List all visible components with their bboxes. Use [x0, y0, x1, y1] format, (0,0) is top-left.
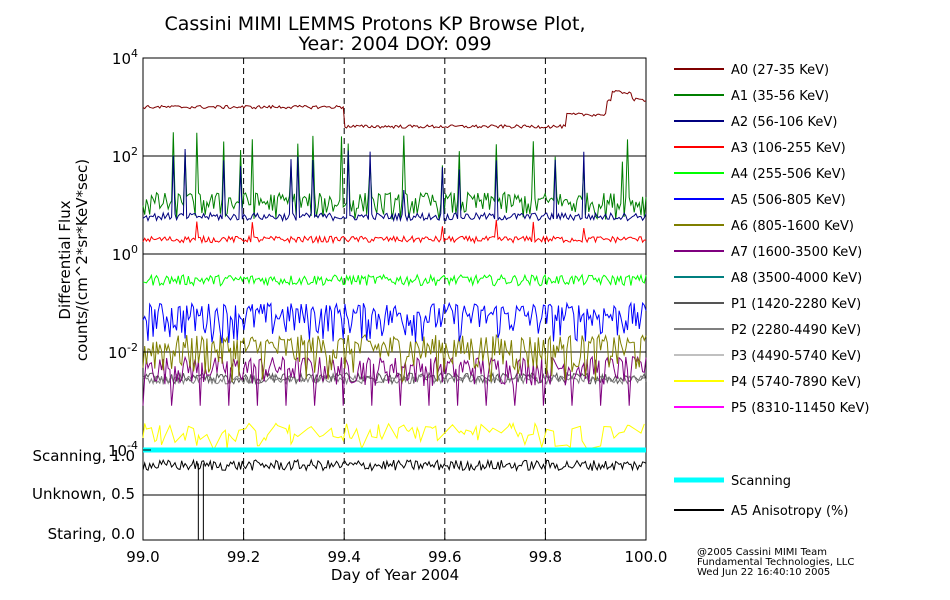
legend-label: A4 (255-506 KeV): [731, 167, 846, 182]
legend-label: A2 (56-106 KeV): [731, 115, 837, 130]
legend-label: P5 (8310-11450 KeV): [731, 401, 869, 416]
series-line-a6: [142, 333, 647, 383]
series-line-a5: [142, 301, 647, 344]
y-axis-label-line1: Differential Flux: [56, 200, 74, 319]
series-line-a4: [142, 273, 647, 287]
lower-label-staring: Staring, 0.0: [48, 525, 135, 543]
series-layer: [142, 90, 647, 451]
y-tick-label: 104: [112, 47, 138, 68]
chart-title: Cassini MIMI LEMMS Protons KP Browse Plo…: [164, 13, 585, 35]
series-line-a2: [142, 148, 647, 223]
y-tick-label: 10-2: [108, 341, 138, 362]
series-line-p1: [142, 371, 647, 386]
x-tick-label: 99.0: [126, 548, 159, 566]
lower-legend-label: Scanning: [731, 474, 791, 489]
lower-legend: Scanning A5 Anisotropy (%): [674, 474, 848, 519]
legend-label: A7 (1600-3500 KeV): [731, 245, 862, 260]
legend-label: P2 (2280-4490 KeV): [731, 323, 861, 338]
legend-label: P1 (1420-2280 KeV): [731, 297, 861, 312]
grid: [143, 58, 646, 540]
y-tick-label: 10-4: [108, 439, 138, 460]
series-line-a0: [142, 90, 647, 130]
credit-line-3: Wed Jun 22 16:40:10 2005: [697, 567, 830, 578]
legend-label: A1 (35-56 KeV): [731, 89, 829, 104]
x-axis-label: Day of Year 2004: [331, 566, 459, 584]
credit-line-1: @2005 Cassini MIMI Team: [697, 547, 827, 558]
anisotropy-dropout: [197, 463, 204, 540]
legend-label: A0 (27-35 KeV): [731, 63, 829, 78]
anisotropy-line: [142, 458, 647, 472]
chart-subtitle: Year: 2004 DOY: 099: [297, 33, 491, 55]
y-tick-label: 102: [112, 145, 138, 166]
series-line-a1: [142, 132, 647, 220]
series-line-a7: [142, 355, 647, 406]
y-tick-label: 100: [112, 243, 138, 264]
lower-panel-layer: [142, 447, 647, 540]
legend-label: A5 (506-805 KeV): [731, 193, 846, 208]
x-tick-label: 99.4: [327, 548, 360, 566]
y-axis-label-line2: counts/(cm^2*sr*KeV*sec): [73, 159, 91, 361]
series-line-p4: [142, 421, 645, 451]
legend-label: P3 (4490-5740 KeV): [731, 349, 861, 364]
legend: A0 (27-35 KeV) A1 (35-56 KeV) A2 (56-106 K…: [674, 63, 869, 416]
x-tick-label: 99.2: [227, 548, 260, 566]
x-tick-label: 100.0: [625, 548, 668, 566]
legend-label: P4 (5740-7890 KeV): [731, 375, 861, 390]
y-tick-labels: 104 102 100 10-2 10-4: [108, 47, 151, 460]
lower-legend-label: A5 Anisotropy (%): [731, 504, 848, 519]
x-tick-label: 99.8: [529, 548, 562, 566]
credit-line-2: Fundamental Technologies, LLC: [697, 557, 854, 568]
series-line-a3: [142, 219, 647, 245]
x-tick-label: 99.6: [428, 548, 461, 566]
legend-label: A8 (3500-4000 KeV): [731, 271, 862, 286]
lower-label-unknown: Unknown, 0.5: [32, 485, 135, 503]
legend-label: A6 (805-1600 KeV): [731, 219, 854, 234]
x-tick-labels: 99.0 99.2 99.4 99.6 99.8 100.0: [126, 532, 667, 566]
legend-label: A3 (106-255 KeV): [731, 141, 846, 156]
lower-label-scanning: Scanning, 1.0: [32, 447, 135, 465]
series-line-p2: [142, 373, 647, 386]
